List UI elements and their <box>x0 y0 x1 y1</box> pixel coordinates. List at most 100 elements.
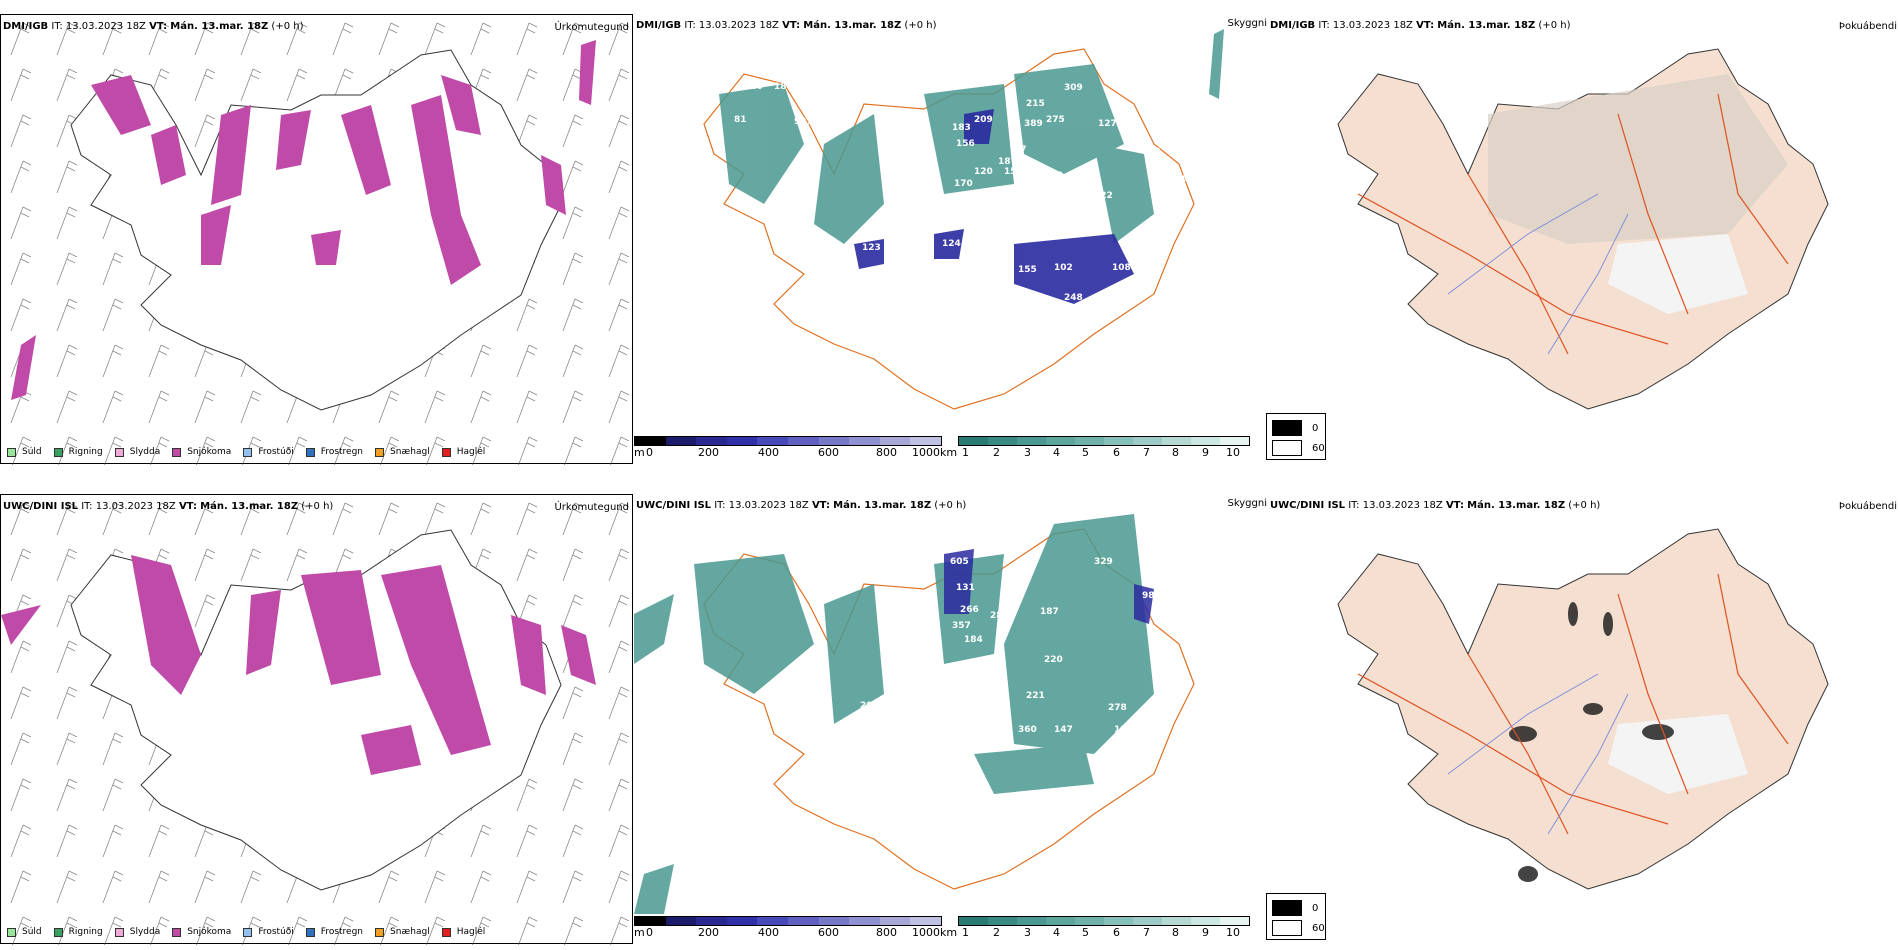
ceiling-tick: 400 <box>758 446 779 459</box>
visibility-unit: km <box>940 926 958 939</box>
visibility-colorbar: km 1 2 3 4 5 6 7 8 9 10 <box>940 436 1250 462</box>
cloud-label: 102 <box>1054 263 1073 273</box>
ceiling-tick: 200 <box>698 446 719 459</box>
cloud-label: 209 <box>974 115 993 125</box>
cloud-label: 88 <box>844 263 857 273</box>
vis-tick: 5 <box>1082 446 1089 459</box>
cloud-label: 322 <box>1094 191 1113 201</box>
precip-map-bottom <box>1 495 634 945</box>
cloud-base-labels: 605 131 266 282 357 187 184 329 98 68 22… <box>844 557 1187 735</box>
ceiling-tick: 400 <box>758 926 779 939</box>
vis-tick: 8 <box>1172 926 1179 939</box>
legend-item: Snæhagl <box>375 447 430 457</box>
vis-tick: 10 <box>1226 926 1240 939</box>
cloud-label: 156 <box>956 139 975 149</box>
precip-map-top <box>1 15 634 465</box>
vis-tick: 5 <box>1082 926 1089 939</box>
cloud-label: 81 <box>734 115 747 125</box>
visibility-colorbar: km 1 2 3 4 5 6 7 8 9 10 <box>940 916 1250 942</box>
legend-item: Súld <box>7 927 42 937</box>
legend-item: Snjókoma <box>172 447 231 457</box>
legend-item: Frostregn <box>305 927 363 937</box>
ceiling-bar-strip <box>634 916 942 926</box>
fog-legend-bottom: 0 60 <box>1266 893 1326 940</box>
panel-header: UWC/DINI ISL IT: 13.03.2023 18Z VT: Mán.… <box>3 501 334 512</box>
ceiling-unit: m <box>634 926 645 939</box>
legend-item: Súld <box>7 447 42 457</box>
vis-tick: 2 <box>993 926 1000 939</box>
vis-tick: 4 <box>1053 926 1060 939</box>
cloud-label: 131 <box>956 583 975 593</box>
cloud-label: 151 <box>1004 167 1023 177</box>
cloud-label: 183 <box>952 123 971 133</box>
legend-item: Rigning <box>53 927 103 937</box>
ceiling-colorbar: m 0 200 400 600 800 1000 <box>634 916 944 942</box>
legend-item: Slydda <box>114 927 160 937</box>
panel-header: UWC/DINI ISL IT: 13.03.2023 18Z VT: Mán.… <box>1270 500 1601 511</box>
ceiling-tick: 1000 <box>912 446 940 459</box>
vis-tick: 7 <box>1143 926 1150 939</box>
cloud-label: 278 <box>1108 703 1127 713</box>
cloud-label: 101 <box>972 195 991 205</box>
legend-item: Frostregn <box>305 447 363 457</box>
precip-panel-top: DMI/IGB IT: 13.03.2023 18Z VT: Mán. 13.m… <box>0 14 634 465</box>
cloud-label: 120 <box>974 167 993 177</box>
cloud-label: 389 <box>1024 119 1043 129</box>
ceiling-tick: 600 <box>818 926 839 939</box>
ceiling-unit: m <box>634 446 645 459</box>
visibility-bar-strip <box>958 916 1250 926</box>
cloud-label: 152 <box>844 717 863 727</box>
ceiling-colorbar: m 0 200 400 600 800 1000 <box>634 436 944 462</box>
cloud-label: 220 <box>1044 655 1063 665</box>
fog-panel-bottom: UWC/DINI ISL IT: 13.03.2023 18Z VT: Mán.… <box>1268 494 1900 944</box>
vis-tick: 4 <box>1053 446 1060 459</box>
cloud-label: 169 <box>1142 147 1161 157</box>
cloud-label: 124 <box>942 239 961 249</box>
visibility-unit: km <box>940 446 958 459</box>
vis-tick: 3 <box>1024 446 1031 459</box>
vis-tick: 3 <box>1024 926 1031 939</box>
panel-title-fog: Þokuábendi <box>1838 501 1897 512</box>
panel-header: DMI/IGB IT: 13.03.2023 18Z VT: Mán. 13.m… <box>3 21 304 32</box>
cloud-label: 127 <box>1098 119 1117 129</box>
cloud-label: 37 <box>1014 145 1027 155</box>
panel-title-precip: Úrkomutegund <box>554 502 629 513</box>
legend-item: Haglél <box>441 447 485 457</box>
cloud-label: 155 <box>1018 265 1037 275</box>
visibility-bar-strip <box>958 436 1250 446</box>
vis-tick: 8 <box>1172 446 1179 459</box>
panel-header: DMI/IGB IT: 13.03.2023 18Z VT: Mán. 13.m… <box>636 20 937 31</box>
cloud-label: 275 <box>990 715 1009 725</box>
cloud-label: 120 <box>744 82 763 92</box>
cloud-label: 605 <box>950 557 969 567</box>
cloud-label: 123 <box>862 243 881 253</box>
legend-item: Slydda <box>114 447 160 457</box>
legend-item: Haglél <box>441 927 485 937</box>
cloud-label: 244 <box>892 147 911 157</box>
legend-item: Snjókoma <box>172 927 231 937</box>
panel-header: DMI/IGB IT: 13.03.2023 18Z VT: Mán. 13.m… <box>1270 20 1571 31</box>
legend-item: Frostúði <box>243 927 294 937</box>
cloud-label: 206 <box>860 701 879 711</box>
cloud-label: 148 <box>1044 171 1063 181</box>
cloud-label: 309 <box>1064 83 1083 93</box>
ceiling-tick: 0 <box>646 446 653 459</box>
cloud-label: 68 <box>1174 623 1187 633</box>
cloud-label: 187 <box>1040 607 1059 617</box>
cloud-label: 187 <box>998 157 1017 167</box>
cloud-label: 119 <box>956 697 975 707</box>
vis-tick: 7 <box>1143 446 1150 459</box>
panel-title-precip: Úrkomutegund <box>554 22 629 33</box>
cloud-label: 110 <box>994 253 1013 263</box>
vis-tick: 1 <box>962 926 969 939</box>
precip-panel-bottom: UWC/DINI ISL IT: 13.03.2023 18Z VT: Mán.… <box>0 494 634 945</box>
ceiling-tick: 200 <box>698 926 719 939</box>
cloud-label: 129 <box>1052 213 1071 223</box>
vis-tick: 10 <box>1226 446 1240 459</box>
cloud-label: 157 <box>934 377 953 387</box>
cloud-map-bottom: 605 131 266 282 357 187 184 329 98 68 22… <box>634 514 1195 914</box>
vis-tick: 9 <box>1202 446 1209 459</box>
legend-item: Frostúði <box>243 447 294 457</box>
cloud-label: 323 <box>794 182 813 192</box>
cloud-label: 221 <box>1026 691 1045 701</box>
